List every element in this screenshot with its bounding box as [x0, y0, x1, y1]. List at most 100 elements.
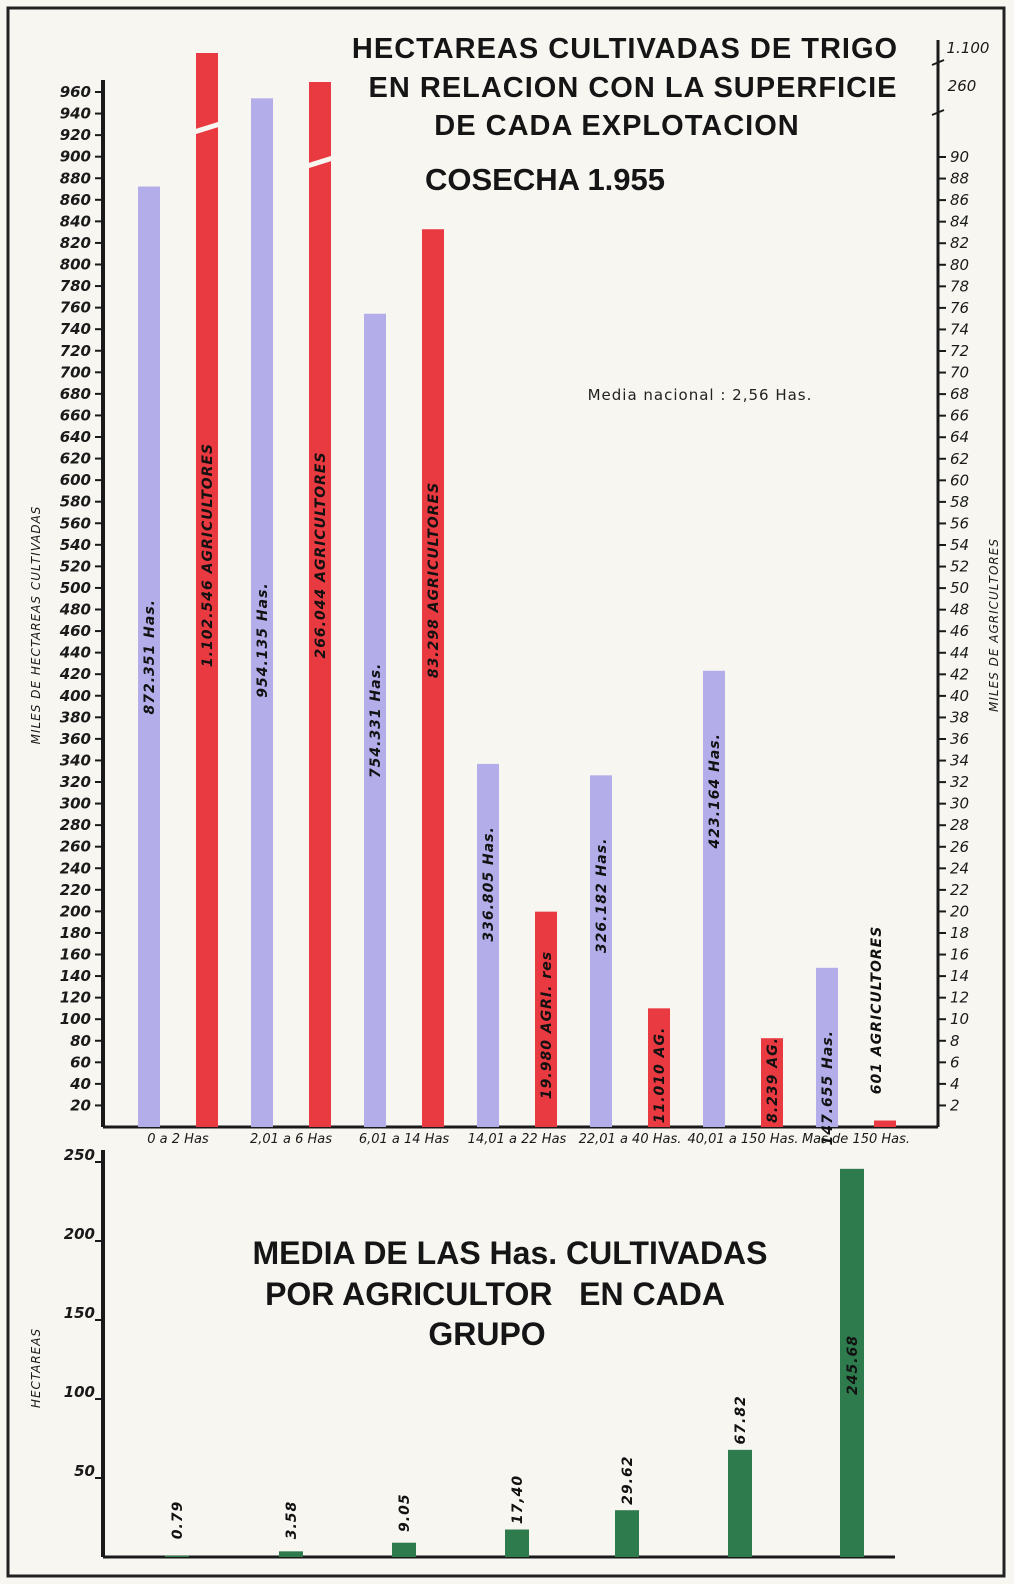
y-tick-label-left: 180	[60, 924, 91, 942]
bar-break-mark	[303, 154, 337, 170]
y-tick-label-right: 14	[950, 967, 969, 985]
y-tick-label-left: 320	[60, 773, 91, 791]
x-category-label: 2,01 a 6 Has	[250, 1132, 332, 1147]
y-tick-label-left: 540	[60, 536, 91, 554]
y-tick-label-right: 32	[950, 773, 969, 791]
y-tick-label-right: 6	[950, 1053, 960, 1071]
y-tick-label-left: 200	[60, 902, 91, 920]
bar-label-average: 245.68	[845, 1335, 861, 1395]
y-tick-label-right: 30	[950, 795, 969, 813]
y-tick-label-left: 40	[69, 1075, 91, 1093]
y-tick-label-left: 580	[60, 493, 91, 511]
y-tick-label-right: 48	[950, 601, 969, 619]
y-tick-label-right: 40	[950, 687, 969, 705]
y-tick-label-left: 640	[60, 428, 91, 446]
bar-break-mark	[190, 120, 224, 136]
y-tick-label-right: 66	[950, 407, 969, 425]
y-tick-label-left: 440	[59, 644, 91, 662]
y-tick-label-right: 84	[950, 213, 969, 231]
bar-label-average: 17,40	[510, 1475, 526, 1524]
bar-label-farmers: 1.102.546 AGRICULTORES	[200, 443, 216, 667]
y-tick-label-left: 600	[60, 471, 91, 489]
chart-subtitle: COSECHA 1.955	[425, 162, 665, 197]
y-tick-label-left: 680	[60, 385, 91, 403]
bar-label-hectares: 754.331 Has.	[368, 663, 384, 778]
y-tick-label-right: 90	[950, 148, 969, 166]
y-tick-label-left: 400	[59, 687, 91, 705]
bar-farmers	[761, 1038, 783, 1127]
right-axis-break-label-1100: 1.100	[947, 39, 990, 57]
x-category-label: 6,01 a 14 Has	[359, 1132, 450, 1147]
bar-hectares	[590, 775, 612, 1127]
x-category-label: 40,01 a 150 Has.	[687, 1132, 798, 1147]
y-tick-label-right: 44	[950, 644, 969, 662]
bar-average	[505, 1529, 529, 1557]
y-tick-label-bottom-chart: 200	[64, 1225, 95, 1243]
y-tick-label-right: 10	[950, 1010, 969, 1028]
bar-label-average: 67.82	[733, 1395, 749, 1444]
bar-label-hectares: 336.805 Has.	[481, 826, 497, 941]
y-tick-label-left: 660	[60, 406, 91, 424]
y-tick-label-left: 860	[60, 191, 91, 209]
y-tick-label-left: 560	[60, 514, 91, 532]
y-tick-label-left: 60	[70, 1053, 91, 1071]
bar-label-farmers: 11.010 AG.	[652, 1027, 668, 1124]
y-tick-label-left: 160	[60, 946, 91, 964]
bar-label-average: 0.79	[170, 1501, 186, 1540]
y-tick-label-left: 380	[60, 708, 91, 726]
y-tick-label-right: 62	[950, 450, 969, 468]
y-tick-label-right: 82	[950, 234, 969, 252]
y-tick-label-right: 86	[950, 191, 969, 209]
y-tick-label-left: 280	[60, 816, 91, 834]
chart-title-line3: DE CADA EXPLOTACION	[434, 110, 799, 142]
y-tick-label-left: 460	[59, 622, 91, 640]
y-tick-label-left: 820	[60, 234, 91, 252]
y-tick-label-right: 88	[950, 170, 969, 188]
y-tick-label-left: 420	[59, 665, 91, 683]
x-category-label: 0 a 2 Has	[147, 1132, 209, 1147]
x-category-label: 22,01 a 40 Has.	[579, 1132, 682, 1147]
bar-average	[840, 1168, 864, 1557]
y-tick-label-left: 480	[59, 601, 91, 619]
y-tick-label-right: 28	[950, 816, 969, 834]
right-axis-break-label-260: 260	[948, 77, 977, 95]
bar-hectares	[364, 313, 386, 1127]
y-tick-label-bottom-chart: 250	[64, 1146, 95, 1164]
axis-break-mark	[931, 59, 945, 66]
bar-label-farmers: 266.044 AGRICULTORES	[313, 451, 329, 658]
y-tick-label-right: 18	[950, 924, 969, 942]
bar-average	[392, 1542, 416, 1557]
y-tick-label-left: 800	[60, 256, 91, 274]
y-tick-label-left: 120	[60, 989, 91, 1007]
bar-label-average: 3.58	[284, 1501, 300, 1540]
y-tick-label-left: 760	[60, 299, 91, 317]
y-tick-label-right: 58	[950, 493, 969, 511]
bar-farmers	[309, 82, 331, 1127]
bar-farmers	[422, 229, 444, 1127]
y-tick-label-left: 520	[60, 557, 91, 575]
y-tick-label-right: 38	[950, 708, 969, 726]
bottom-chart-title-line1: MEDIA DE LAS Has. CULTIVADAS	[253, 1235, 768, 1271]
y-tick-label-bottom-chart: 150	[64, 1304, 95, 1322]
y-tick-label-right: 36	[950, 730, 969, 748]
bar-label-hectares: 872.351 Has.	[142, 599, 158, 714]
bottom-chart-title-line3: GRUPO	[428, 1316, 545, 1352]
axis-break-mark	[931, 109, 945, 116]
bar-hectares	[477, 763, 499, 1127]
y-tick-label-bottom-chart: 100	[64, 1383, 95, 1401]
y-tick-label-right: 22	[950, 881, 969, 899]
y-tick-label-right: 2	[950, 1096, 960, 1114]
bar-average	[279, 1551, 303, 1557]
y-tick-label-left: 840	[60, 212, 91, 230]
y-tick-label-right: 78	[950, 277, 969, 295]
figure-frame	[6, 6, 1006, 1578]
y-tick-label-right: 8	[950, 1032, 960, 1050]
y-tick-label-bottom-chart: 50	[74, 1462, 95, 1480]
bar-hectares	[251, 98, 273, 1127]
y-tick-label-left: 960	[60, 83, 91, 101]
y-tick-label-right: 56	[950, 514, 969, 532]
y-tick-label-right: 20	[950, 902, 969, 920]
y-tick-label-left: 80	[70, 1032, 91, 1050]
bottom-chart-title-line2: POR AGRICULTOR EN CADA	[265, 1276, 725, 1312]
bar-farmers	[535, 911, 557, 1127]
